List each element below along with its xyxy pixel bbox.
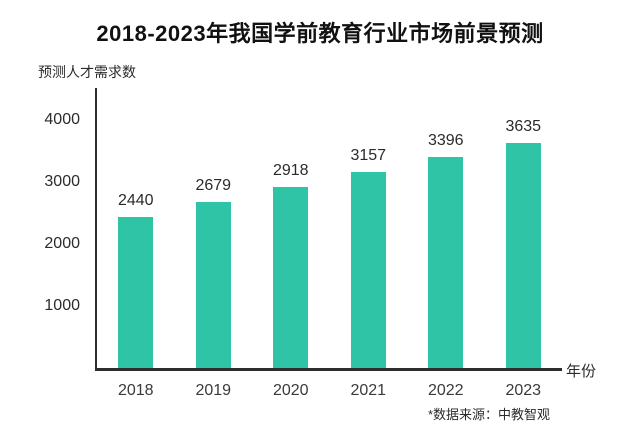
x-tick-label: 2023 xyxy=(505,382,542,399)
bar-2021 xyxy=(350,172,386,368)
x-axis-title: 年份 xyxy=(566,363,597,380)
x-tick-label: 2022 xyxy=(427,382,464,399)
plot-area: 1000 2000 3000 4000 2440 2018 2679 2019 2918 2020… xyxy=(44,88,562,399)
x-tick-label: 2019 xyxy=(195,382,232,399)
bar-value-label: 2918 xyxy=(272,162,309,180)
bar-2019 xyxy=(195,201,231,368)
bar-2018 xyxy=(118,216,154,368)
bar-2020 xyxy=(273,187,309,368)
bar-value-label: 3157 xyxy=(350,147,387,165)
bar-2022 xyxy=(428,157,464,368)
y-tick-label: 3000 xyxy=(44,173,80,190)
data-source-note: *数据来源：中教智观 xyxy=(428,407,551,422)
bar-value-label: 3635 xyxy=(505,117,542,135)
x-tick-label: 2021 xyxy=(350,382,387,399)
y-tick-label: 2000 xyxy=(44,235,80,252)
chart-title: 2018-2023年我国学前教育行业市场前景预测 xyxy=(96,21,544,46)
bar-value-label: 2440 xyxy=(117,191,154,209)
y-tick-label: 4000 xyxy=(44,111,80,128)
x-tick-label: 2018 xyxy=(117,382,154,399)
x-tick-label: 2020 xyxy=(272,382,309,399)
bar-value-label: 3396 xyxy=(427,132,464,150)
y-tick-label: 1000 xyxy=(44,297,80,314)
y-axis-title: 预测人才需求数 xyxy=(38,64,136,80)
bar-value-label: 2679 xyxy=(195,176,232,194)
bar-2023 xyxy=(505,142,541,368)
